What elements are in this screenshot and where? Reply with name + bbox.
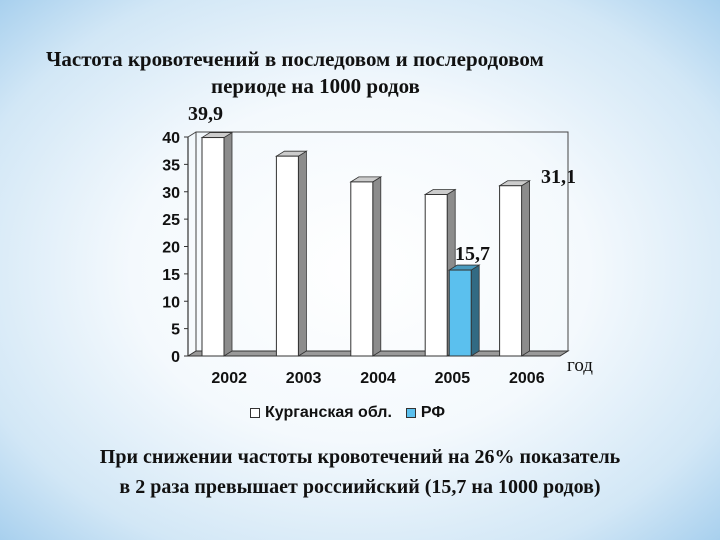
y-tick-label: 40 [162, 130, 180, 147]
x-tick-label-2003: 2003 [286, 370, 322, 387]
x-tick-label-2004: 2004 [360, 370, 396, 387]
legend-label-rf: РФ [420, 404, 446, 421]
bar-front-face [499, 185, 523, 357]
y-tick-label: 15 [162, 267, 180, 284]
footer-line-1: При снижении частоты кровотечений на 26%… [99, 446, 621, 468]
y-tick-label: 25 [162, 212, 180, 229]
x-tick-label-2002: 2002 [211, 370, 247, 387]
bar-side-face [521, 180, 530, 357]
bar-side-face [372, 176, 382, 357]
y-tick-label: 5 [171, 322, 180, 339]
bar-side-face [223, 131, 233, 357]
y-tick-label: 35 [162, 157, 180, 174]
annotation-rf-value: 15,7 [455, 243, 490, 265]
legend-swatch-rf [405, 408, 416, 418]
y-tick-label: 30 [162, 185, 180, 202]
footer-text: При снижении частоты кровотечений на 26%… [20, 442, 700, 502]
bar-2003-0 [275, 150, 308, 357]
y-tick-label: 0 [171, 349, 180, 366]
legend: Курганская обл. РФ [250, 402, 459, 424]
bar-2004-0 [349, 176, 383, 357]
bar-front-face [201, 137, 225, 357]
annotation-2002-value: 39,9 [188, 103, 223, 125]
bar-front-face [350, 181, 374, 357]
legend-label-kurgan: Курганская обл. [265, 404, 392, 421]
bar-2005-1 [447, 264, 481, 357]
bar-front-face [448, 269, 472, 357]
legend-item-kurgan: Курганская обл. [250, 404, 392, 422]
plot-side-edge [187, 131, 197, 138]
annotation-2006-value: 31,1 [541, 166, 576, 188]
bar-2002-0 [200, 131, 234, 357]
y-tick-label: 10 [162, 294, 180, 311]
x-tick-label-2005: 2005 [435, 370, 471, 387]
bar-front-face [275, 155, 299, 357]
bar-front-face [424, 193, 448, 357]
bar-side-face [470, 264, 480, 357]
bar-chart: 0 5 10 15 20 25 30 35 40 2002 2003 2004 2005 2006 год [162, 130, 593, 387]
y-tick-label: 20 [162, 240, 180, 257]
title-line-1: Частота кровотечений в последовом и посл… [46, 47, 544, 71]
chart-title: Частота кровотечений в последовом и посл… [28, 46, 668, 100]
x-axis-unit-label: год [567, 355, 593, 376]
bar-side-face [297, 150, 307, 357]
legend-item-rf: РФ [405, 404, 446, 422]
title-line-2: периоде на 1000 родов [211, 74, 420, 98]
footer-line-2: в 2 раза превышает россиийский (15,7 на … [119, 476, 601, 498]
legend-swatch-kurgan [250, 408, 260, 418]
bar-2006-0 [498, 180, 531, 357]
x-tick-label-2006: 2006 [509, 370, 545, 387]
